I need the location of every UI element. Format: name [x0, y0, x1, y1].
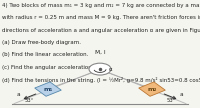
- Text: 53°: 53°: [166, 98, 176, 103]
- Polygon shape: [139, 82, 165, 96]
- Text: m₁: m₁: [43, 87, 53, 92]
- Text: directions of acceleration a and angular acceleration α are given in Figure.: directions of acceleration a and angular…: [2, 28, 200, 33]
- Text: a: a: [179, 92, 183, 97]
- Text: (b) Find the linear acceleration.: (b) Find the linear acceleration.: [2, 52, 89, 57]
- Text: a: a: [17, 92, 21, 97]
- Text: M, I: M, I: [95, 50, 105, 55]
- Text: α: α: [109, 67, 113, 72]
- Text: (c) Find the angular acceleration.: (c) Find the angular acceleration.: [2, 65, 94, 70]
- Polygon shape: [35, 82, 61, 96]
- Text: with radius r = 0.25 m and mass M = 9 kg. There aren't friction forces in inclin: with radius r = 0.25 m and mass M = 9 kg…: [2, 15, 200, 20]
- Text: 4) Two blocks of mass m₁ = 3 kg and m₂ = 7 kg are connected by a massless string: 4) Two blocks of mass m₁ = 3 kg and m₂ =…: [2, 3, 200, 8]
- Circle shape: [89, 63, 111, 75]
- Text: 53°: 53°: [24, 98, 34, 103]
- Text: m₂: m₂: [147, 87, 157, 92]
- Text: (d) Find the tensions in the string. (I = ½Mr², g=9.8 m/s² sin53=0.8 cos53=0.6): (d) Find the tensions in the string. (I …: [2, 77, 200, 83]
- Text: (a) Draw free-body diagram.: (a) Draw free-body diagram.: [2, 40, 81, 45]
